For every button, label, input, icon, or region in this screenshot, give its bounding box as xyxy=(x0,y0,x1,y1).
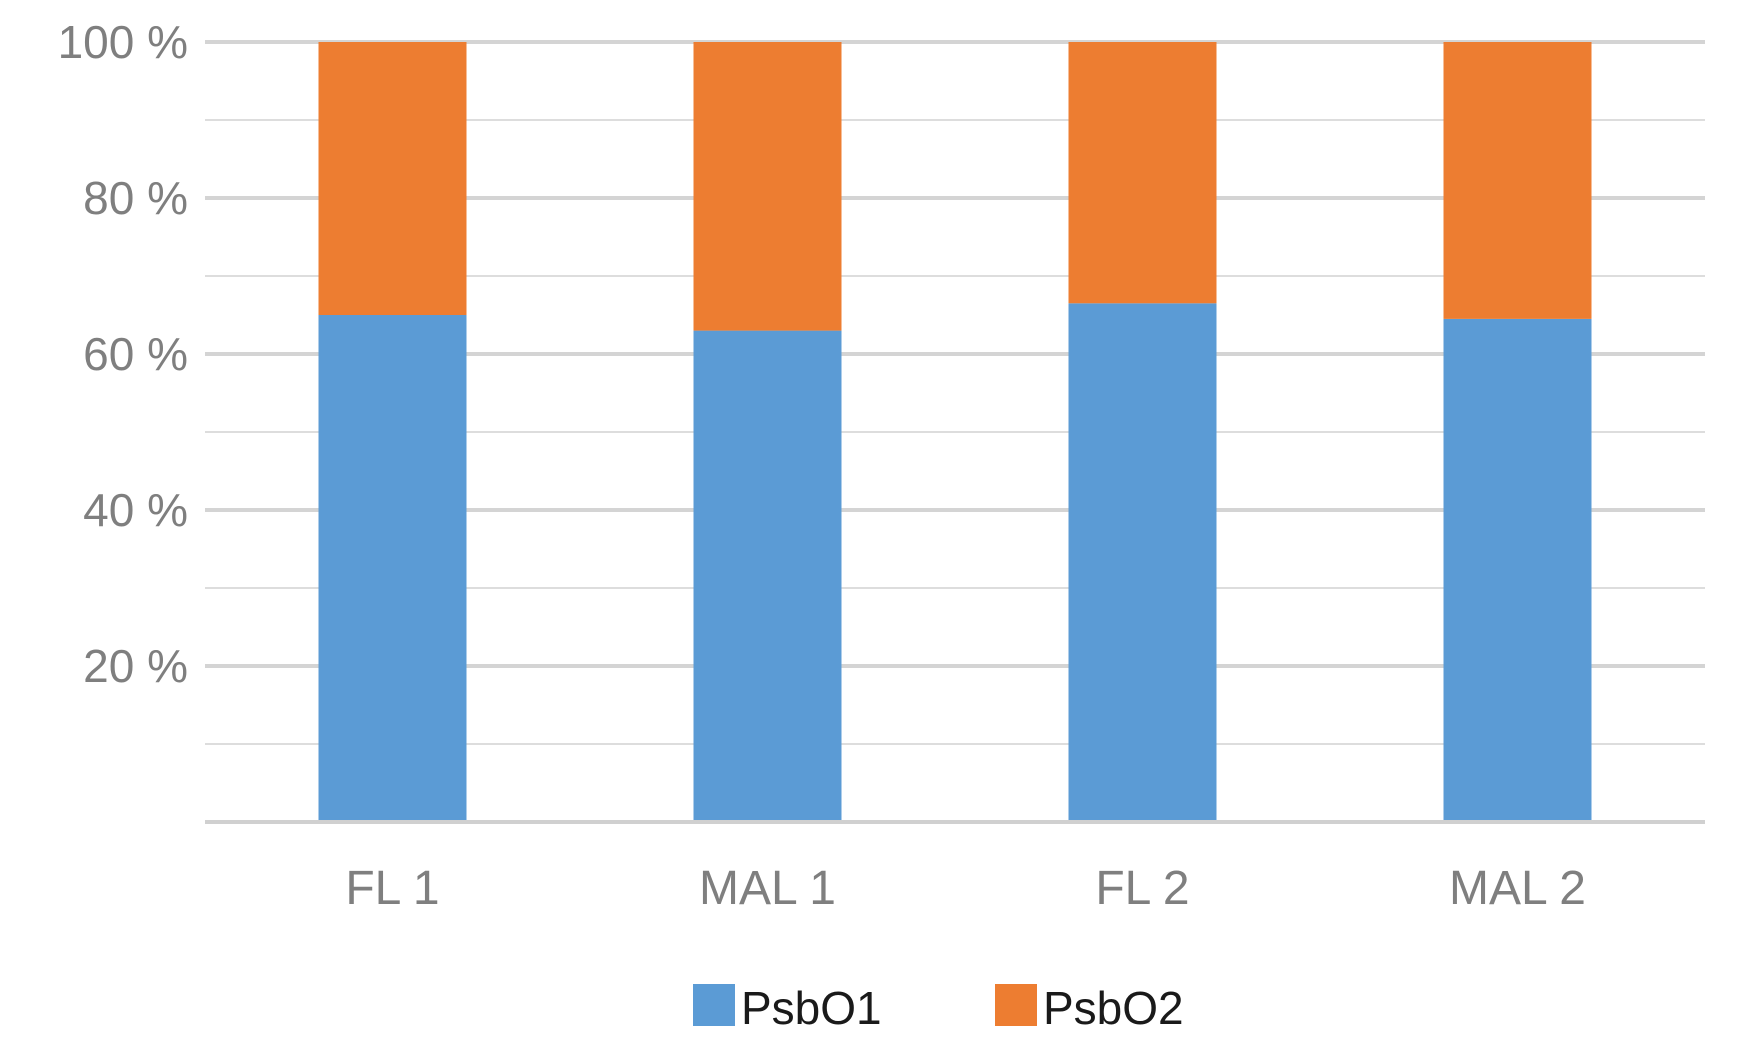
x-category-label: MAL 2 xyxy=(1449,862,1586,915)
bar-segment-psbo1-2 xyxy=(693,330,842,822)
x-category-labels: FL 1 MAL 1 FL 2 MAL 2 xyxy=(345,862,1586,915)
legend: PsbO1 PsbO2 xyxy=(693,982,1184,1034)
bar-segment-psbo1-3 xyxy=(1068,303,1217,822)
legend-swatch-psbo2 xyxy=(995,984,1037,1026)
y-tick-label: 40 % xyxy=(83,484,188,536)
bar-segment-psbo2-3 xyxy=(1068,42,1217,304)
y-tick-label: 20 % xyxy=(83,640,188,692)
legend-label-psbo1: PsbO1 xyxy=(741,982,882,1034)
bar-segment-psbo1-4 xyxy=(1443,318,1592,822)
y-tick-label: 60 % xyxy=(83,328,188,380)
x-category-label: MAL 1 xyxy=(699,862,836,915)
y-tick-label: 100 % xyxy=(58,16,188,68)
y-tick-labels: 20 % 40 % 60 % 80 % 100 % xyxy=(58,16,188,692)
y-tick-label: 80 % xyxy=(83,172,188,224)
legend-swatch-psbo1 xyxy=(693,984,735,1026)
bar-segment-psbo2-2 xyxy=(693,42,842,331)
x-category-label: FL 1 xyxy=(345,862,439,915)
legend-label-psbo2: PsbO2 xyxy=(1043,982,1184,1034)
bar-segment-psbo2-1 xyxy=(318,42,467,315)
bar-segment-psbo2-4 xyxy=(1443,42,1592,319)
x-category-label: FL 2 xyxy=(1095,862,1189,915)
bar-segment-psbo1-1 xyxy=(318,315,467,822)
bars xyxy=(318,42,1592,822)
